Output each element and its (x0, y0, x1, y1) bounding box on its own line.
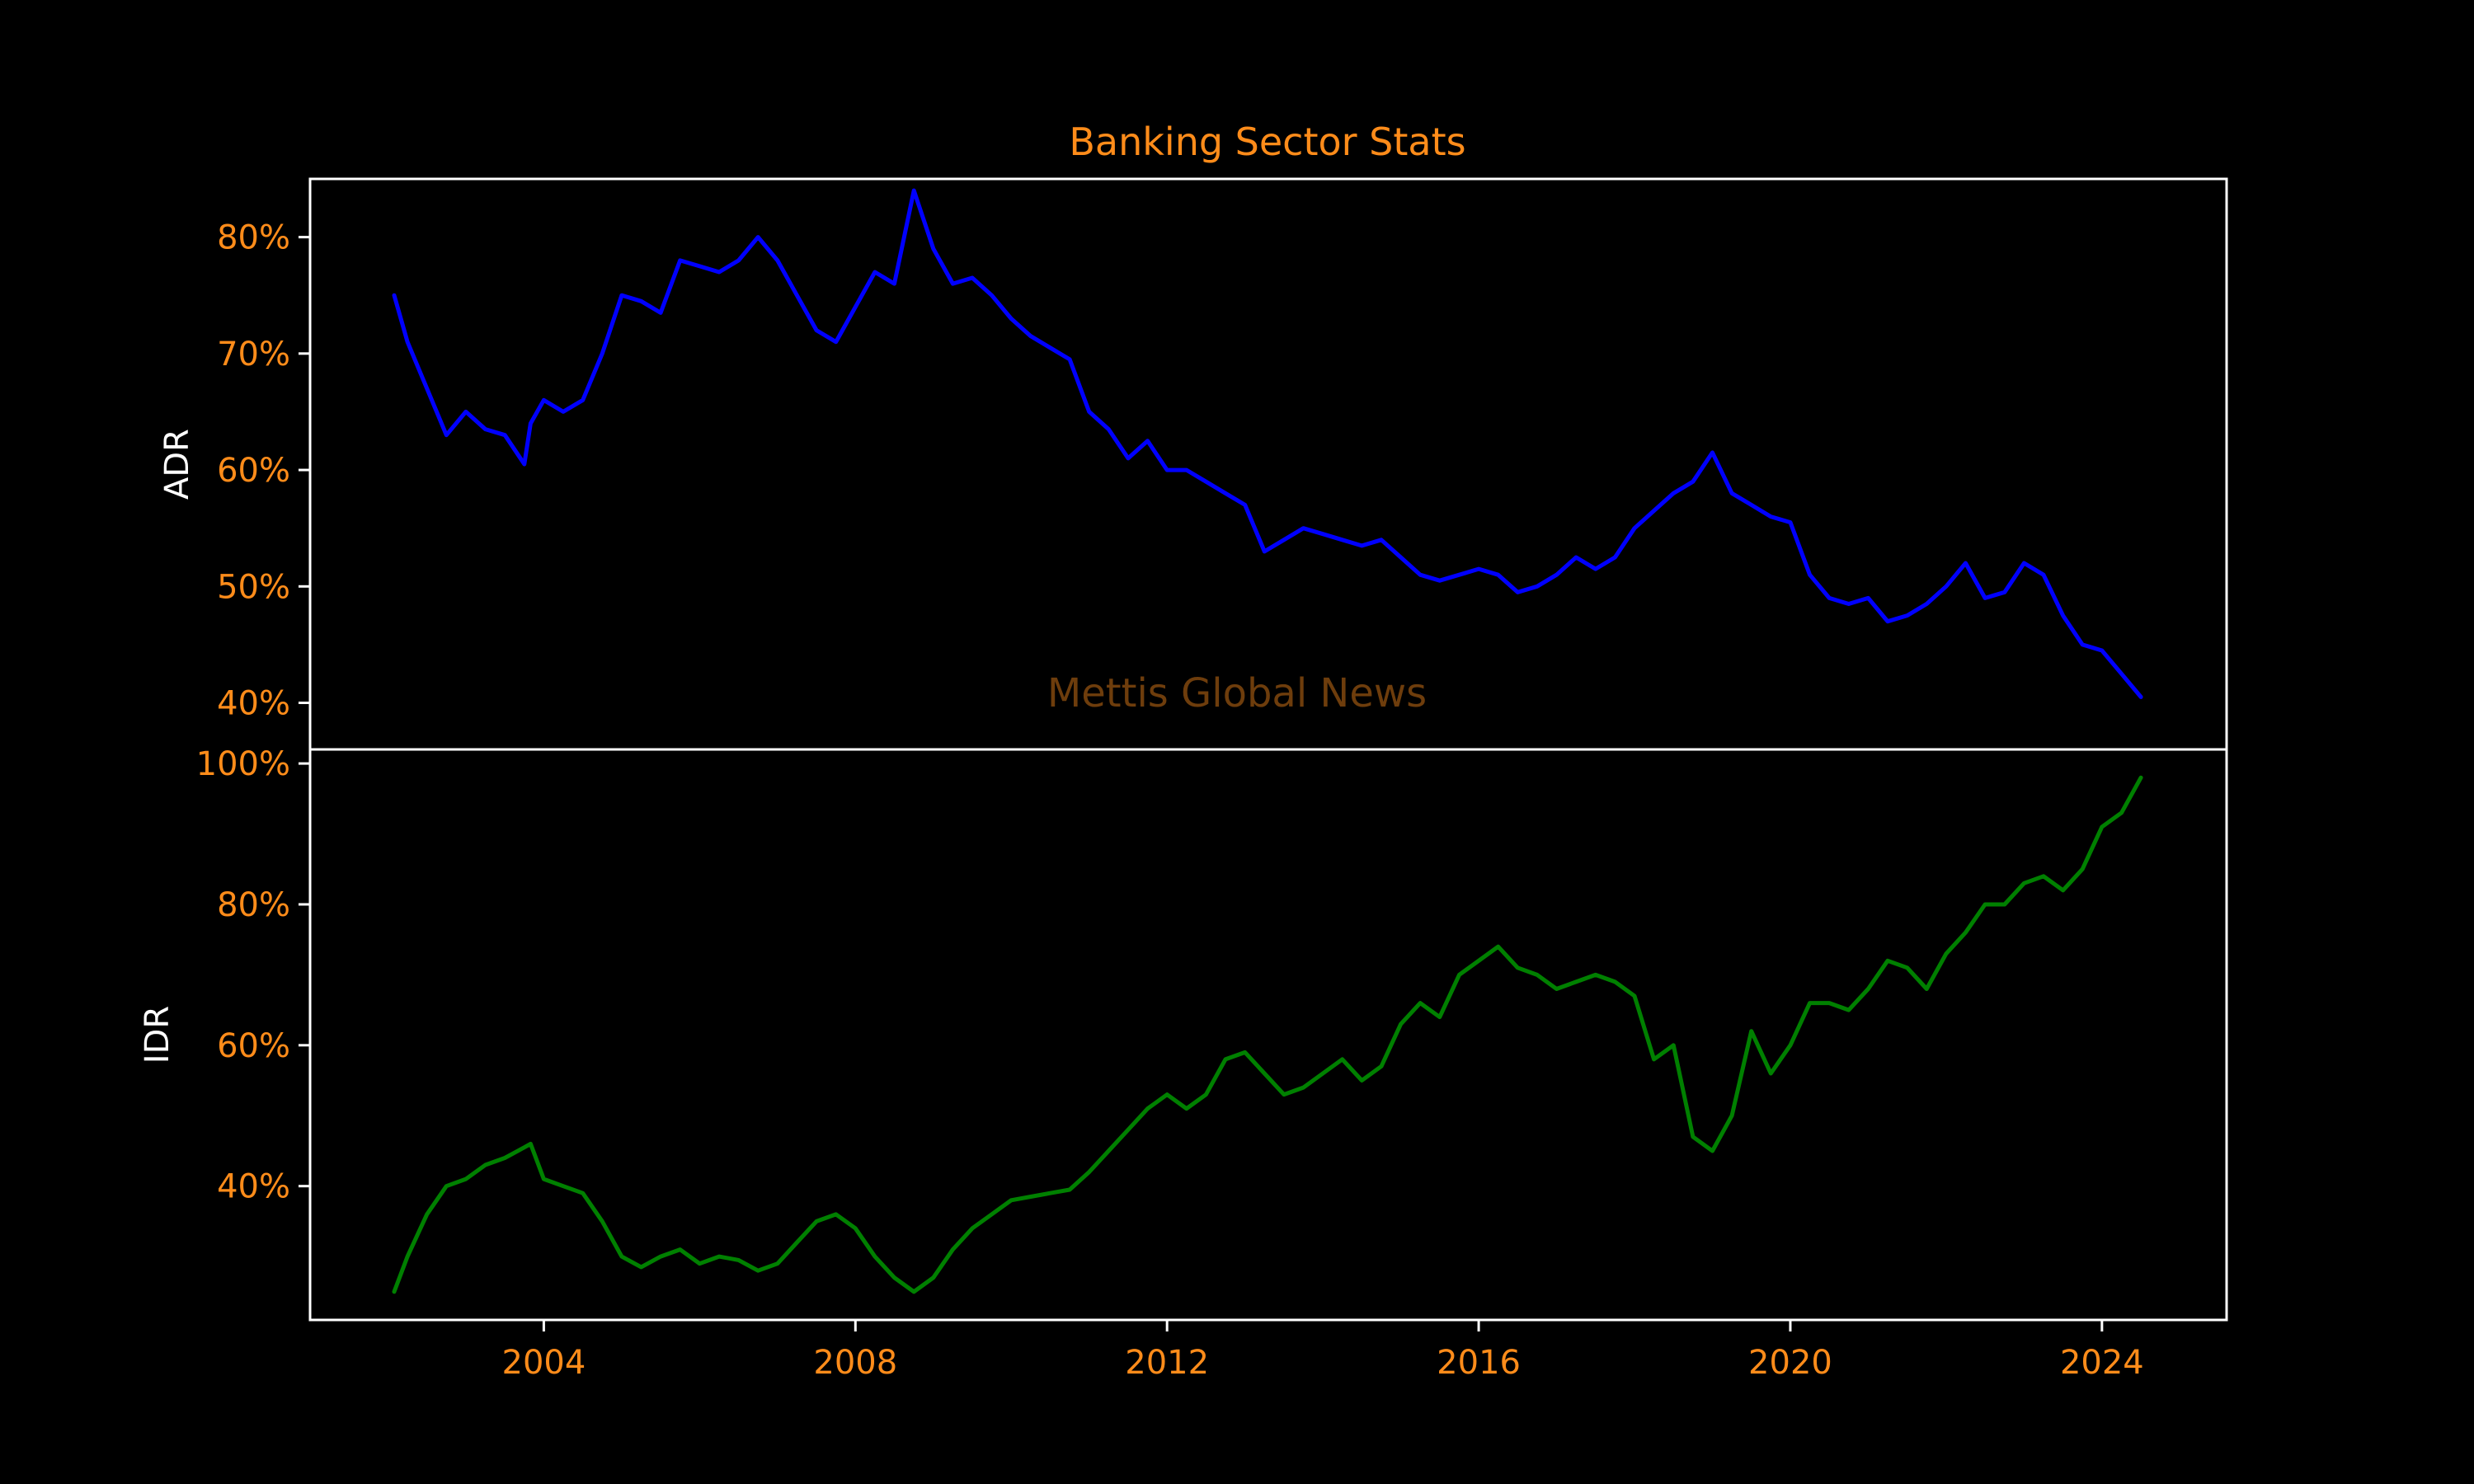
y-tick-label: 60% (217, 1027, 290, 1065)
y-tick-label: 40% (217, 1168, 290, 1206)
x-tick-label: 2016 (1437, 1344, 1521, 1382)
y-tick-label: 100% (196, 745, 290, 783)
x-tick-label: 2004 (502, 1344, 586, 1382)
y-axis-label: ADR (158, 429, 196, 500)
x-tick-label: 2012 (1125, 1344, 1209, 1382)
series-line-0-0 (392, 188, 2143, 699)
watermark: Mettis Global News (1047, 670, 1427, 716)
x-tick-label: 2020 (1748, 1344, 1832, 1382)
plot-frame-1 (308, 748, 2228, 1322)
y-tick-label: 40% (217, 685, 290, 723)
idr-panel: 40% 60% 80% 100% IDR 2004 2008 2012 2016 2020 2024 (139, 745, 2228, 1382)
y-tick-label: 80% (217, 886, 290, 924)
y-tick-label: 50% (217, 568, 290, 606)
series-line-1-0 (392, 775, 2143, 1294)
y-tick-label: 80% (217, 219, 290, 257)
x-tick-label: 2024 (2060, 1344, 2144, 1382)
x-tick-label: 2008 (813, 1344, 897, 1382)
chart-title: Banking Sector Stats (1069, 120, 1465, 164)
y-tick-label: 70% (217, 336, 290, 373)
y-axis-label: IDR (139, 1006, 176, 1064)
y-tick-label: 60% (217, 452, 290, 490)
